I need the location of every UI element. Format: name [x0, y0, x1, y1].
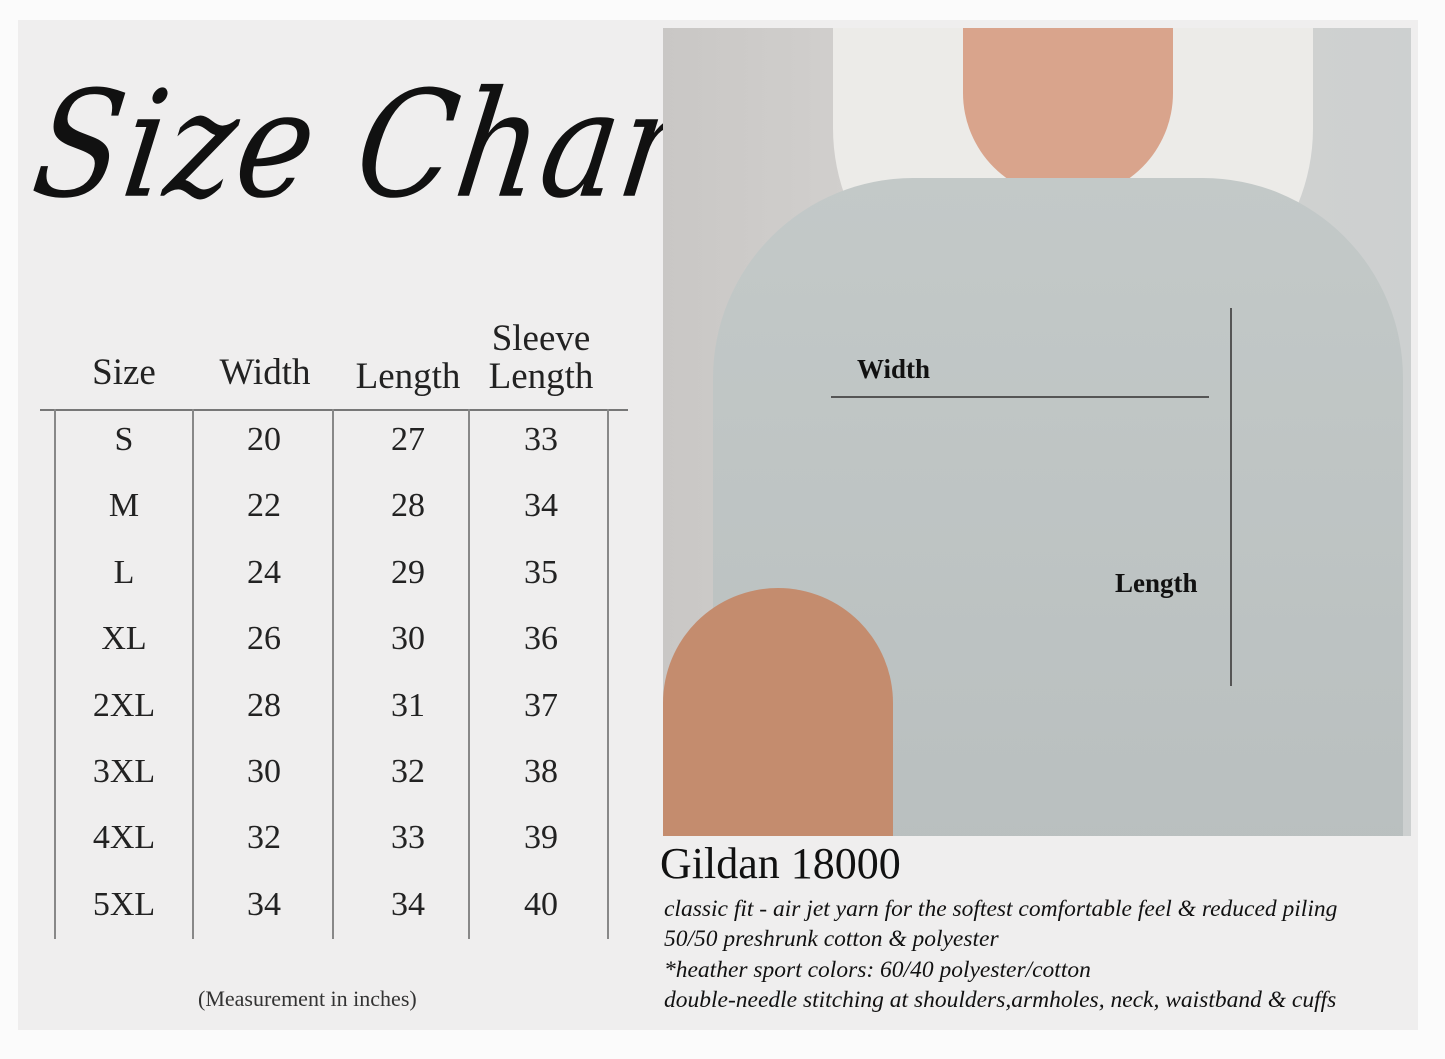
width-arrow-icon: [831, 396, 1209, 398]
cell-width: 30: [247, 753, 281, 790]
product-detail: double-needle stitching at shoulders,arm…: [664, 987, 1337, 1013]
product-name: Gildan 18000: [660, 839, 901, 888]
measurement-note: (Measurement in inches): [198, 986, 417, 1011]
column-divider: [468, 409, 470, 939]
cell-sleeve-length: 36: [524, 620, 558, 658]
column-divider: [192, 409, 194, 939]
cell-width: 26: [247, 620, 281, 658]
cell-width: 28: [247, 686, 281, 724]
cell-sleeve-length: 33: [524, 421, 558, 458]
cell-width: 34: [247, 885, 281, 923]
column-divider: [54, 409, 56, 939]
cell-width: 32: [247, 819, 281, 857]
length-arrow-icon: [1230, 308, 1232, 686]
cell-length: 34: [391, 885, 425, 923]
product-detail: *heather sport colors: 60/40 polyester/c…: [664, 957, 1091, 983]
cell-size: S: [114, 421, 134, 458]
cell-length: 30: [391, 620, 425, 658]
cell-size: 4XL: [92, 819, 156, 857]
header-sleeve-line2: Length: [488, 356, 594, 397]
cell-length: 28: [391, 487, 425, 525]
cell-length: 27: [391, 421, 425, 458]
header-sleeve-length: Sleeve Length: [476, 320, 606, 396]
header-divider: [40, 409, 628, 411]
cell-width: 20: [247, 421, 281, 458]
cell-width: 22: [247, 487, 281, 525]
cell-length: 32: [391, 753, 425, 790]
cell-size: 3XL: [92, 753, 156, 790]
header-sleeve-line1: Sleeve: [491, 318, 591, 359]
width-label: Width: [857, 354, 931, 384]
cell-sleeve-length: 39: [524, 819, 558, 857]
cell-size: M: [108, 487, 140, 525]
cell-sleeve-length: 34: [524, 487, 558, 525]
cell-width: 24: [247, 553, 281, 591]
cell-size: L: [113, 553, 135, 591]
cell-sleeve-length: 35: [524, 553, 558, 591]
header-length: Length: [355, 356, 461, 397]
cell-sleeve-length: 38: [524, 753, 558, 790]
cell-sleeve-length: 37: [524, 686, 558, 724]
face-shape: [963, 28, 1173, 198]
knee-shape: [663, 588, 893, 836]
product-detail: classic fit - air jet yarn for the softe…: [664, 896, 1338, 922]
column-divider: [332, 409, 334, 939]
model-photo: Width Length: [663, 28, 1411, 836]
header-width: Width: [219, 352, 311, 393]
column-divider: [607, 409, 609, 939]
cell-size: 2XL: [92, 686, 156, 724]
cell-size: XL: [101, 620, 147, 658]
cell-length: 33: [391, 819, 425, 857]
header-size: Size: [92, 352, 156, 393]
product-detail: 50/50 preshrunk cotton & polyester: [664, 926, 999, 952]
cell-size: 5XL: [92, 885, 156, 923]
length-label: Length: [1115, 568, 1198, 598]
cell-sleeve-length: 40: [524, 885, 558, 923]
page-title: Size Chart: [23, 60, 750, 232]
cell-length: 29: [391, 553, 425, 591]
cell-length: 31: [391, 686, 425, 724]
